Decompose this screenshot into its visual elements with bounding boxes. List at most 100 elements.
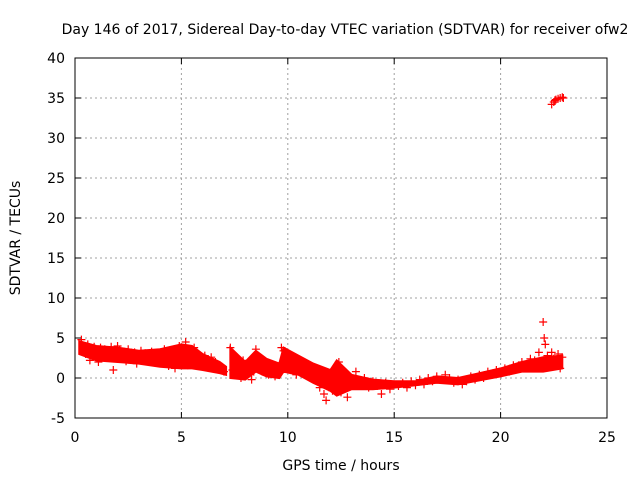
y-tick-label: 40 [47, 51, 65, 67]
data-point [351, 367, 360, 376]
x-tick-label: 20 [492, 430, 510, 446]
data-point [445, 374, 454, 382]
data-point [256, 361, 265, 370]
data-point [158, 355, 167, 364]
data-point [398, 378, 407, 387]
data-point [181, 338, 190, 346]
data-point [162, 350, 171, 359]
data-point [81, 350, 90, 358]
data-point [559, 94, 568, 102]
data-point [541, 340, 550, 349]
data-point [124, 345, 133, 354]
data-point [77, 335, 86, 344]
data-point [424, 374, 433, 382]
data-point [309, 370, 318, 379]
data-point [334, 358, 343, 366]
data-point [407, 377, 416, 386]
data-point [190, 343, 199, 352]
x-tick-label: 25 [598, 430, 616, 446]
data-point [273, 363, 282, 372]
data-point [239, 356, 248, 365]
data-point [419, 380, 428, 389]
data-point [437, 375, 446, 384]
data-point [356, 380, 365, 389]
data-point [85, 356, 94, 365]
data-point [554, 350, 563, 358]
data-points [77, 93, 568, 405]
data-point [262, 364, 271, 373]
data-point [260, 358, 269, 366]
data-point [505, 367, 514, 376]
data-point [483, 367, 492, 376]
x-tick-label: 0 [71, 430, 80, 446]
data-point [415, 375, 424, 384]
data-point [509, 361, 518, 370]
data-point [107, 342, 116, 351]
data-point [394, 382, 403, 390]
data-point [122, 357, 131, 366]
data-point [115, 346, 124, 354]
data-point [428, 377, 437, 386]
data-point [364, 383, 373, 392]
y-tick-label: 0 [56, 371, 65, 387]
data-point [254, 353, 263, 362]
data-point [160, 345, 169, 354]
data-point [377, 390, 386, 398]
x-tick-label: 10 [279, 430, 297, 446]
data-point [126, 350, 135, 358]
data-point [109, 366, 118, 374]
data-point [517, 358, 526, 366]
data-point [171, 364, 180, 373]
data-point [111, 348, 120, 357]
data-point [83, 340, 92, 349]
data-point [166, 346, 175, 355]
data-point [205, 359, 214, 368]
data-point [226, 343, 235, 352]
data-point [539, 318, 548, 326]
data-point [130, 348, 139, 357]
data-point [326, 371, 335, 380]
data-point [522, 362, 531, 371]
data-point [292, 370, 301, 379]
y-tick-label: -5 [51, 411, 65, 427]
data-point [275, 369, 284, 378]
data-point [234, 359, 243, 368]
plot-frame [74, 57, 608, 419]
data-point [558, 353, 567, 362]
data-point [156, 348, 165, 357]
data-point [305, 362, 314, 371]
data-point [458, 380, 467, 389]
y-tick-label: 25 [47, 171, 65, 187]
data-point [232, 370, 241, 379]
data-point [360, 374, 369, 382]
data-point [283, 364, 292, 373]
data-point [488, 370, 497, 379]
data-point [102, 353, 111, 362]
data-point [373, 382, 382, 390]
data-point [132, 359, 141, 368]
data-point [315, 383, 324, 392]
data-point [183, 361, 192, 370]
data-point [556, 364, 565, 373]
data-point [258, 367, 267, 376]
data-point [390, 380, 399, 389]
data-point [247, 375, 256, 384]
data-point [449, 378, 458, 387]
data-point [558, 93, 567, 102]
chart-title: Day 146 of 2017, Sidereal Day-to-day VTE… [62, 22, 629, 38]
data-point [230, 353, 239, 362]
x-axis-ticks: 0 5 10 15 20 25 [71, 58, 616, 446]
data-point [177, 356, 186, 365]
data-point [241, 362, 250, 371]
data-point [381, 378, 390, 387]
data-point [454, 375, 463, 384]
data-point [175, 342, 184, 350]
data-point [100, 345, 109, 354]
data-point [526, 354, 535, 363]
data-point [200, 351, 209, 360]
data-point [92, 348, 101, 357]
data-point [192, 358, 201, 366]
y-tick-label: 35 [47, 91, 65, 107]
data-point [300, 359, 309, 368]
